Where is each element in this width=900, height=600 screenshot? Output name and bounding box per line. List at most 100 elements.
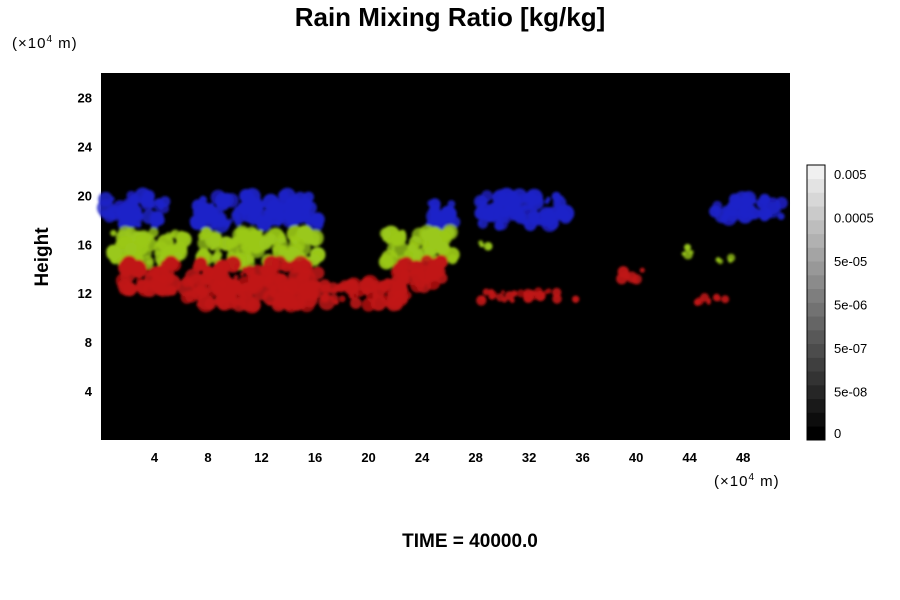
cloud-cell [419, 266, 437, 284]
cloud-cell [136, 277, 144, 285]
cloud-cell [431, 204, 441, 213]
x-tick-label: 4 [151, 450, 159, 465]
cloud-cell [110, 229, 117, 237]
cloud-cell [378, 254, 394, 270]
colorbar-swatch [807, 316, 825, 331]
cloud-cell [247, 273, 264, 290]
cloud-cell [382, 236, 388, 242]
colorbar-label: 0.0005 [834, 211, 874, 226]
cloud-cell [622, 271, 630, 279]
cloud-cell [124, 242, 138, 256]
x-tick-label: 36 [575, 450, 589, 465]
cloud-cell [479, 242, 485, 248]
cloud-cell [288, 259, 302, 274]
cloud-cell [295, 274, 305, 284]
cloud-cell [129, 194, 140, 205]
y-tick-label: 8 [85, 335, 92, 350]
x-tick-label: 16 [308, 450, 322, 465]
colorbar-swatch [807, 385, 825, 400]
cloud-blob [378, 224, 460, 270]
cloud-cell [280, 260, 292, 273]
colorbar-swatch [807, 302, 825, 317]
x-tick-label: 8 [204, 450, 211, 465]
cloud-blob [318, 274, 412, 312]
cloud-cell [551, 191, 561, 202]
cloud-cell [712, 293, 721, 302]
cloud-cell [133, 213, 142, 222]
cloud-cell [170, 229, 180, 239]
cloud-cell [275, 220, 282, 227]
cloud-cell [714, 208, 730, 224]
cloud-blob [616, 266, 645, 285]
cloud-blob [478, 240, 493, 251]
cloud-cell [197, 294, 215, 313]
cloud-cell [488, 289, 495, 295]
cloud-cell [140, 196, 155, 211]
cloud-cell [492, 199, 504, 211]
cloud-cell [379, 227, 392, 240]
cloud-cell [131, 259, 146, 274]
cloud-cell [127, 205, 132, 210]
cloud-cell [269, 288, 276, 295]
colorbar-label: 5e-07 [834, 341, 867, 356]
cloud-cell [434, 266, 446, 278]
cloud-cell [516, 289, 525, 298]
cloud-cell [199, 288, 206, 296]
cloud-blob [473, 187, 575, 232]
cloud-cell [221, 287, 237, 303]
cloud-cell [181, 276, 193, 288]
colorbar-swatch [807, 412, 825, 427]
cloud-cell [209, 246, 215, 251]
cloud-cell [424, 246, 435, 257]
cloud-cell [215, 196, 230, 211]
colorbar-label: 0.005 [834, 167, 867, 182]
colorbar-swatch [807, 233, 825, 248]
x-tick-label: 24 [415, 450, 430, 465]
cloud-cell [119, 257, 138, 275]
cloud-cell [631, 274, 642, 285]
cloud-cell [737, 209, 748, 221]
x-tick-label: 48 [736, 450, 750, 465]
cloud-cell [257, 220, 265, 228]
time-label: TIME = 40000.0 [402, 531, 538, 552]
cloud-cell [572, 296, 578, 303]
cloud-blob [715, 253, 736, 265]
colorbar-swatch [807, 220, 825, 235]
y-tick-label: 28 [78, 90, 92, 105]
cloud-cell [712, 206, 719, 213]
cloud-cell [246, 255, 255, 264]
cloud-cell [428, 234, 443, 249]
cloud-cell [338, 295, 346, 303]
cloud-cell [544, 289, 549, 295]
cloud-blob [476, 287, 580, 306]
cloud-blob [189, 187, 325, 233]
cloud-cell [298, 301, 307, 310]
cloud-cell [200, 227, 212, 239]
cloud-cell [257, 206, 263, 212]
y-tick-label: 4 [85, 384, 93, 399]
colorbar-swatch [807, 371, 825, 386]
cloud-cell [136, 243, 148, 256]
cloud-cell [263, 209, 271, 218]
cloud-cell [529, 210, 540, 221]
cloud-cell [759, 193, 771, 205]
cloud-cell [215, 270, 226, 281]
colorbar-swatch [807, 178, 825, 193]
cloud-cell [259, 269, 275, 285]
x-tick-label: 32 [522, 450, 536, 465]
cloud-cell [239, 239, 254, 254]
cloud-cell [700, 293, 710, 302]
colorbar: 0.005 0.0005 5e-05 5e-06 5e-07 5e-08 0 [806, 164, 874, 441]
cloud-cell [278, 190, 289, 202]
cloud-cell [234, 213, 242, 221]
cloud-cell [495, 218, 508, 231]
y-tick-label: 16 [78, 237, 92, 252]
cloud-cell [282, 298, 292, 308]
cloud-cell [281, 210, 299, 228]
cloud-cell [407, 243, 416, 252]
colorbar-swatch [807, 343, 825, 358]
cloud-cell [482, 288, 490, 296]
cloud-cell [235, 284, 247, 296]
cloud-cell [231, 236, 243, 247]
cloud-cell [715, 257, 721, 263]
